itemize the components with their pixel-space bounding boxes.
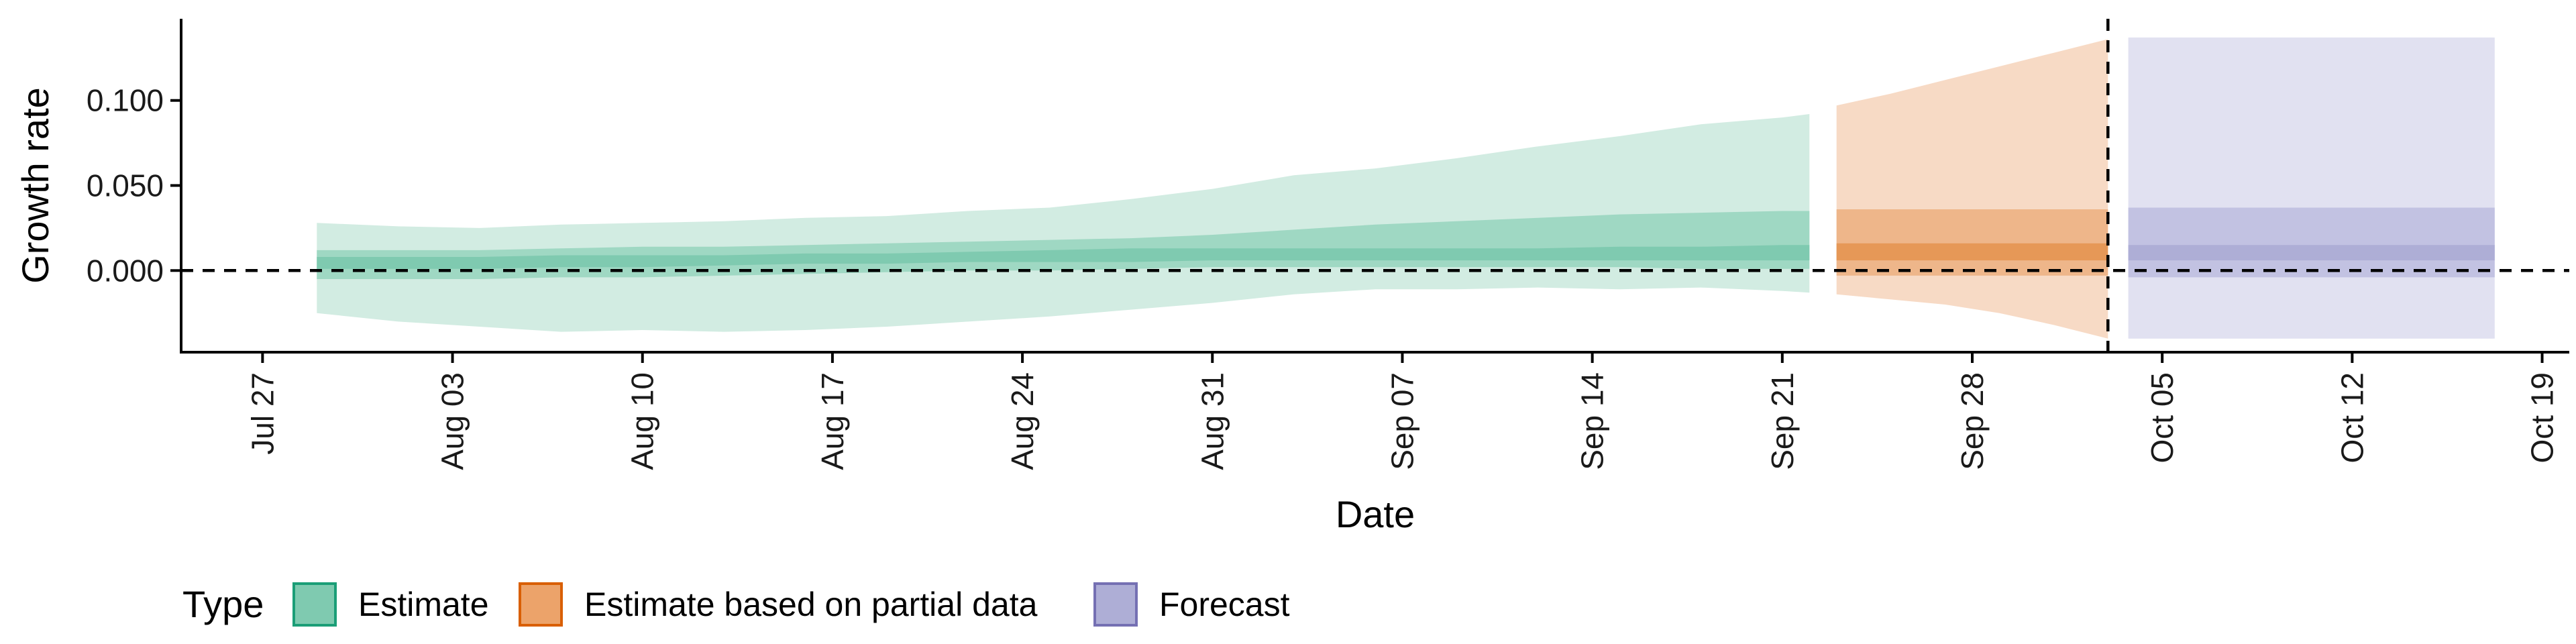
- legend-label-estimate-based-on-partial-data: Estimate based on partial data: [584, 586, 1038, 623]
- ribbon-inner-forecast: [2128, 245, 2495, 261]
- x-tick-label: Sep 07: [1385, 372, 1419, 470]
- x-tick-label: Aug 31: [1195, 372, 1230, 470]
- x-tick-label: Aug 10: [625, 372, 660, 470]
- ribbon-outer-forecast: [2128, 37, 2495, 339]
- y-axis-title: Growth rate: [14, 87, 56, 284]
- legend-swatch-forecast: [1093, 582, 1138, 627]
- y-tick-label: 0.100: [87, 83, 164, 118]
- axes: 0.000 0.050 0.100 Jul 27 Aug 03 Aug 10 Aug 17 A…: [87, 19, 2569, 470]
- ribbon-middle-estimate-based-on-partial-data: [1836, 209, 2108, 276]
- legend-label-forecast: Forecast: [1159, 586, 1290, 623]
- ribbon-inner-estimate: [317, 245, 1810, 269]
- x-tick-label: Aug 24: [1005, 372, 1040, 470]
- legend-title: Type: [182, 583, 264, 625]
- legend: Type Estimate Estimate based on partial d…: [182, 582, 1290, 627]
- x-tick-label: Aug 03: [435, 372, 470, 470]
- ribbon-outer-estimate: [317, 114, 1810, 332]
- y-tick-label: 0.050: [87, 168, 164, 203]
- x-tick-label: Sep 28: [1955, 372, 1990, 470]
- legend-swatch-estimate: [292, 582, 337, 627]
- x-tick-label: Sep 21: [1765, 372, 1800, 470]
- ribbon-inner-estimate-based-on-partial-data: [1836, 243, 2108, 261]
- legend-label-estimate: Estimate: [358, 586, 489, 623]
- y-tick-label: 0.000: [87, 253, 164, 288]
- reference-lines: [181, 19, 2569, 352]
- x-tick-label: Sep 14: [1575, 372, 1610, 470]
- ribbon-layer: [317, 37, 2495, 339]
- x-tick-label: Jul 27: [245, 372, 280, 455]
- ribbon-middle-forecast: [2128, 207, 2495, 278]
- x-tick-label: Oct 19: [2525, 372, 2560, 464]
- legend-swatch-estimate-based-on-partial-data: [519, 582, 563, 627]
- x-tick-label: Oct 12: [2334, 372, 2369, 464]
- x-tick-label: Aug 17: [815, 372, 850, 470]
- x-axis-title: Date: [1336, 493, 1415, 535]
- ribbon-outer-estimate-based-on-partial-data: [1836, 39, 2108, 339]
- x-tick-label: Oct 05: [2145, 372, 2180, 464]
